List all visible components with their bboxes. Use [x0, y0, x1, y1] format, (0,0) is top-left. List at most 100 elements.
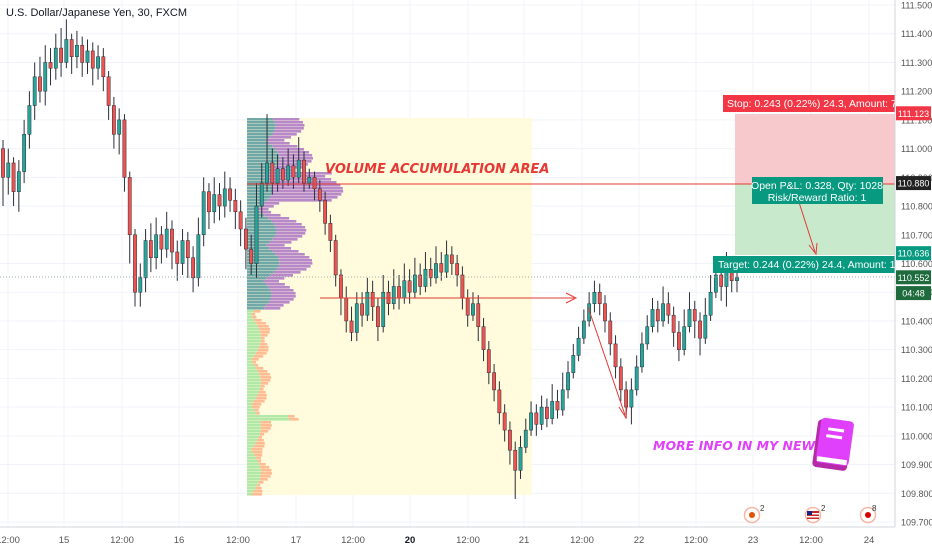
- stop-loss-zone[interactable]: [735, 114, 895, 184]
- volume-bar-up: [247, 280, 264, 283]
- volume-bar-up: [247, 220, 272, 223]
- volume-bar-down: [263, 202, 280, 205]
- volume-bar-down: [272, 250, 299, 253]
- volume-bar-up: [247, 193, 272, 196]
- volume-bar-down: [259, 211, 272, 214]
- candle: [523, 418, 528, 454]
- volume-bar-up: [247, 370, 258, 373]
- volume-bar-up: [247, 382, 261, 385]
- volume-bar-up: [247, 211, 260, 214]
- volume-bar-up: [247, 271, 274, 274]
- volume-bar-up: [247, 229, 277, 232]
- volume-bar-up: [247, 415, 289, 418]
- volume-bar-down: [257, 439, 264, 442]
- candle: [449, 246, 454, 275]
- time-axis[interactable]: [0, 527, 895, 550]
- candle: [69, 33, 74, 74]
- volume-bar-up: [247, 427, 261, 430]
- candle: [106, 71, 111, 120]
- candle: [328, 214, 333, 253]
- price-axis-tags: 111.123 110.880 110.636 110.552 04:48: [896, 106, 931, 301]
- target-arrow[interactable]: [796, 195, 818, 256]
- target-label[interactable]: Target: 0.244 (0.22%) 24.4, Amount: 125: [713, 256, 907, 273]
- volume-bar-up: [247, 208, 259, 211]
- volume-bar-up: [247, 430, 261, 433]
- volume-bar-down: [257, 370, 268, 373]
- candle: [354, 292, 359, 342]
- candle: [333, 234, 338, 287]
- candle: [423, 252, 428, 293]
- volume-bar-up: [247, 478, 260, 481]
- volume-bar-down: [256, 322, 266, 325]
- volume-bar-up: [247, 439, 258, 442]
- event-badge-2[interactable]: 2: [804, 504, 827, 524]
- candle: [133, 229, 137, 307]
- volume-bar-up: [247, 376, 261, 379]
- volume-bar-down: [260, 376, 272, 379]
- volume-bar-up: [247, 328, 260, 331]
- target-price-tag[interactable]: 110.636: [896, 246, 931, 261]
- last-price-tag[interactable]: 110.552: [896, 270, 931, 285]
- event-badge-3[interactable]: 8: [859, 504, 878, 524]
- volume-bar-down: [258, 346, 269, 349]
- candle: [666, 292, 671, 324]
- volume-bar-down: [260, 337, 265, 340]
- candle: [217, 183, 222, 221]
- candle: [513, 441, 518, 500]
- entry-price-tag[interactable]: 110.880: [896, 176, 931, 191]
- volume-bar-down: [271, 184, 341, 187]
- volume-bar-down: [272, 238, 298, 241]
- volume-bar-up: [247, 181, 270, 184]
- event-badge-1[interactable]: 2: [743, 504, 766, 524]
- time-tick-label: 12:00: [456, 535, 480, 546]
- support-arrow[interactable]: [320, 292, 578, 304]
- price-tick-label: 111.400: [901, 29, 932, 39]
- volume-bar-up: [247, 337, 261, 340]
- time-tick-label: 20: [405, 535, 416, 546]
- candle: [43, 45, 48, 106]
- open-pl-text: Open P&L: 0.328, Qty: 1028: [751, 180, 883, 192]
- volume-bar-down: [289, 418, 299, 421]
- countdown-tag[interactable]: 04:48: [896, 286, 931, 301]
- time-tick-label: 12:00: [110, 535, 134, 546]
- volume-bar-down: [275, 226, 306, 229]
- volume-bar-up: [247, 373, 260, 376]
- volume-bar-up: [247, 424, 261, 427]
- target-label-text: Target: 0.244 (0.22%) 24.4, Amount: 125: [718, 259, 907, 271]
- volume-bar-down: [253, 355, 264, 358]
- volume-bar-up: [247, 151, 278, 154]
- volume-bar-up: [247, 286, 269, 289]
- volume-bar-down: [268, 142, 290, 145]
- stop-label[interactable]: Stop: 0.243 (0.22%) 24.3, Amount: 75: [723, 95, 903, 112]
- volume-bar-up: [247, 322, 257, 325]
- price-tick-label: 111.000: [901, 144, 932, 154]
- volume-bar-up: [247, 265, 279, 268]
- price-axis[interactable]: [895, 0, 932, 527]
- volume-bar-up: [247, 484, 258, 487]
- candle: [618, 358, 623, 402]
- candle: [175, 240, 180, 281]
- volume-bar-up: [247, 142, 269, 145]
- candle: [608, 312, 613, 356]
- candle: [640, 332, 644, 373]
- volume-bar-up: [247, 184, 272, 187]
- stop-price-tag[interactable]: 111.123: [896, 106, 931, 121]
- open-pl-label[interactable]: Open P&L: 0.328, Qty: 1028 Risk/Reward R…: [751, 177, 883, 204]
- volume-bar-up: [247, 136, 270, 139]
- volume-bar-up: [247, 421, 261, 424]
- volume-bar-up: [247, 472, 261, 475]
- volume-bar-up: [247, 127, 276, 130]
- volume-bar-down: [260, 472, 272, 475]
- candle: [207, 183, 211, 230]
- volume-bar-down: [270, 289, 294, 292]
- down-move-arrow[interactable]: [587, 306, 628, 420]
- notebook-icon[interactable]: [812, 417, 855, 471]
- volume-bar-down: [260, 466, 270, 469]
- volume-accumulation-zone[interactable]: [247, 118, 532, 495]
- candle: [244, 217, 248, 270]
- volume-bar-down: [256, 367, 264, 370]
- volume-bar-up: [247, 454, 255, 457]
- candle: [581, 309, 586, 344]
